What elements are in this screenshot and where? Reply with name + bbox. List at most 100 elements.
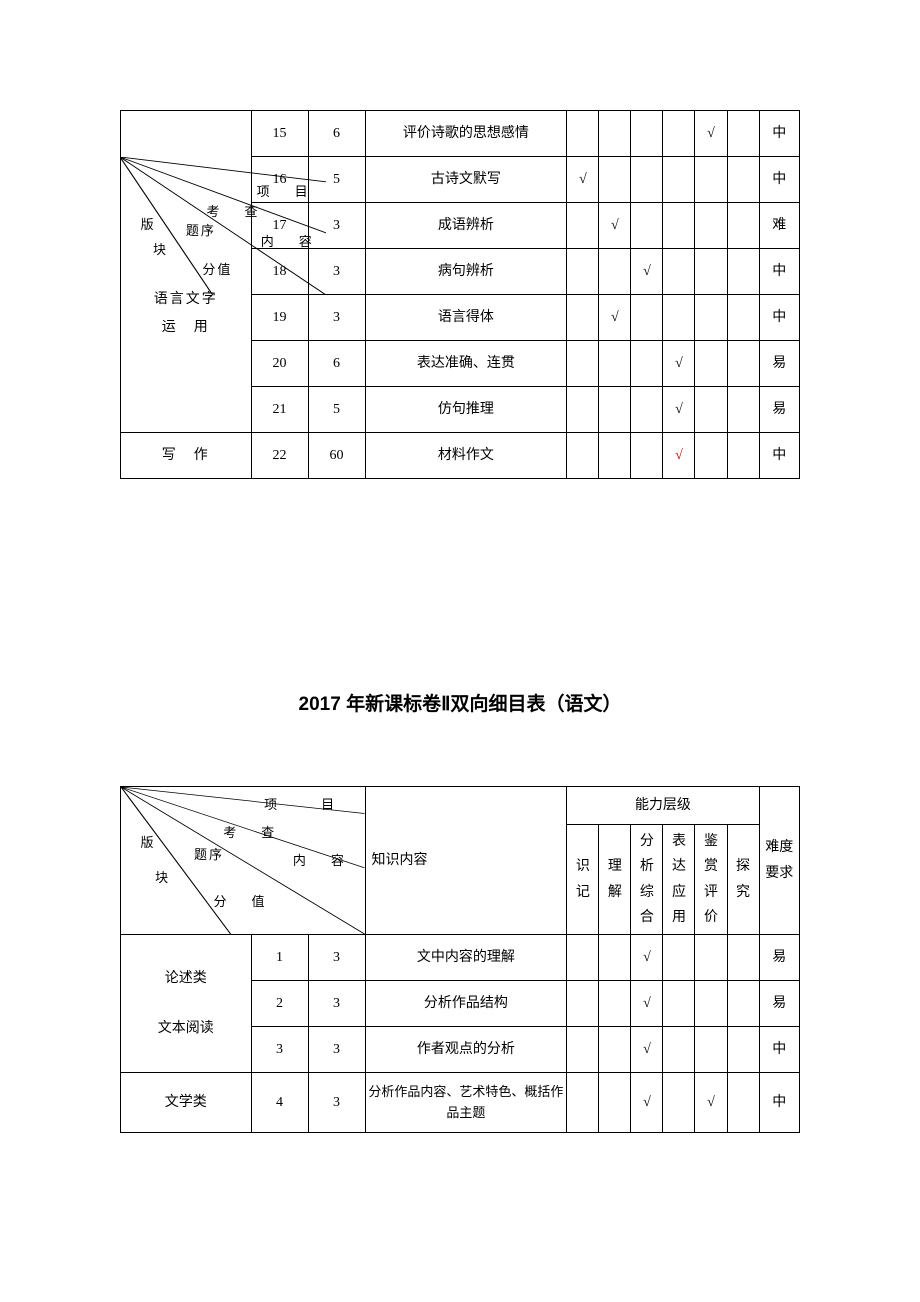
check-cell: [727, 157, 759, 203]
content-cell: 表达准确、连贯: [365, 341, 567, 387]
section-cell: 写 作: [121, 433, 252, 479]
ability-header: 探究: [727, 825, 759, 935]
check-cell: [631, 295, 663, 341]
check-cell: √: [663, 387, 695, 433]
check-cell: [631, 157, 663, 203]
difficulty-cell: 中: [759, 157, 799, 203]
check-cell: [599, 981, 631, 1027]
t2-label-neirong: 内 容: [293, 852, 350, 870]
table-row: 语言文字运 用156评价诗歌的思想感情√中: [121, 111, 800, 157]
ability-header: 鉴赏评价: [695, 825, 727, 935]
difficulty-cell: 中: [759, 433, 799, 479]
check-cell: [599, 157, 631, 203]
question-num: 21: [251, 387, 308, 433]
check-cell: [727, 295, 759, 341]
difficulty-cell: 中: [759, 295, 799, 341]
t2-header-knowledge: 知识内容: [365, 787, 567, 935]
score-cell: 5: [308, 387, 365, 433]
check-cell: √: [631, 935, 663, 981]
ability-header: 识记: [567, 825, 599, 935]
check-cell: [631, 203, 663, 249]
difficulty-cell: 难: [759, 203, 799, 249]
check-cell: √: [663, 341, 695, 387]
check-cell: √: [631, 1073, 663, 1133]
check-cell: [599, 935, 631, 981]
score-cell: 3: [308, 1073, 365, 1133]
check-cell: [695, 295, 727, 341]
difficulty-cell: 中: [759, 249, 799, 295]
check-cell: [663, 935, 695, 981]
content-cell: 语言得体: [365, 295, 567, 341]
check-cell: √: [631, 249, 663, 295]
content-cell: 评价诗歌的思想感情: [365, 111, 567, 157]
check-cell: [727, 935, 759, 981]
difficulty-cell: 易: [759, 981, 799, 1027]
t2-label-tixu: 题序: [194, 846, 224, 864]
t2-header-ability-group: 能力层级: [567, 787, 759, 825]
score-cell: 3: [308, 295, 365, 341]
table-2-title: 2017 年新课标卷Ⅱ双向细目表（语文）: [120, 689, 800, 716]
check-cell: [727, 433, 759, 479]
t2-label-ban: 版: [140, 834, 159, 852]
check-cell: [663, 203, 695, 249]
table-2: 项 目 考 查 版 题序 内 容 块 分 值 知识内容 能力层级 难度要求 识记…: [120, 786, 800, 1133]
check-cell: [599, 111, 631, 157]
check-cell: [727, 981, 759, 1027]
check-cell: [695, 981, 727, 1027]
check-cell: [631, 341, 663, 387]
check-cell: [663, 981, 695, 1027]
difficulty-cell: 中: [759, 1073, 799, 1133]
check-cell: [599, 1027, 631, 1073]
check-cell: √: [695, 111, 727, 157]
score-cell: 6: [308, 111, 365, 157]
question-num: 1: [251, 935, 308, 981]
check-cell: [599, 387, 631, 433]
check-cell: [631, 111, 663, 157]
table-row: 文学类43分析作品内容、艺术特色、概括作品主题√√中: [121, 1073, 800, 1133]
check-cell: [599, 249, 631, 295]
check-cell: [695, 157, 727, 203]
check-cell: [727, 1027, 759, 1073]
score-cell: 3: [308, 249, 365, 295]
score-cell: 3: [308, 203, 365, 249]
check-cell: [567, 341, 599, 387]
content-cell: 分析作品内容、艺术特色、概括作品主题: [365, 1073, 567, 1133]
check-cell: [567, 387, 599, 433]
section-cell: 论述类文本阅读: [121, 935, 252, 1073]
check-cell: [599, 1073, 631, 1133]
score-cell: 5: [308, 157, 365, 203]
check-cell: [695, 249, 727, 295]
difficulty-cell: 中: [759, 1027, 799, 1073]
question-num: 2: [251, 981, 308, 1027]
section-cell: 文学类: [121, 1073, 252, 1133]
check-cell: [663, 111, 695, 157]
difficulty-cell: 易: [759, 935, 799, 981]
check-cell: [567, 433, 599, 479]
question-num: 17: [251, 203, 308, 249]
table-1: 语言文字运 用156评价诗歌的思想感情√中165古诗文默写√中173成语辨析√难…: [120, 110, 800, 479]
check-cell: [695, 1027, 727, 1073]
table-row: 论述类文本阅读13文中内容的理解√易: [121, 935, 800, 981]
check-cell: [663, 1073, 695, 1133]
difficulty-cell: 易: [759, 387, 799, 433]
check-cell: [727, 1073, 759, 1133]
score-cell: 3: [308, 1027, 365, 1073]
check-cell: [727, 387, 759, 433]
check-cell: [567, 1073, 599, 1133]
question-num: 16: [251, 157, 308, 203]
score-cell: 3: [308, 981, 365, 1027]
check-cell: [727, 341, 759, 387]
check-cell: [567, 111, 599, 157]
ability-header: 理解: [599, 825, 631, 935]
check-cell: [695, 341, 727, 387]
check-cell: [695, 935, 727, 981]
question-num: 3: [251, 1027, 308, 1073]
section-cell: 语言文字运 用: [121, 111, 252, 433]
check-cell: √: [695, 1073, 727, 1133]
check-cell: √: [599, 295, 631, 341]
content-cell: 成语辨析: [365, 203, 567, 249]
score-cell: 6: [308, 341, 365, 387]
table-row: 写 作2260材料作文√中: [121, 433, 800, 479]
content-cell: 古诗文默写: [365, 157, 567, 203]
check-cell: [567, 203, 599, 249]
